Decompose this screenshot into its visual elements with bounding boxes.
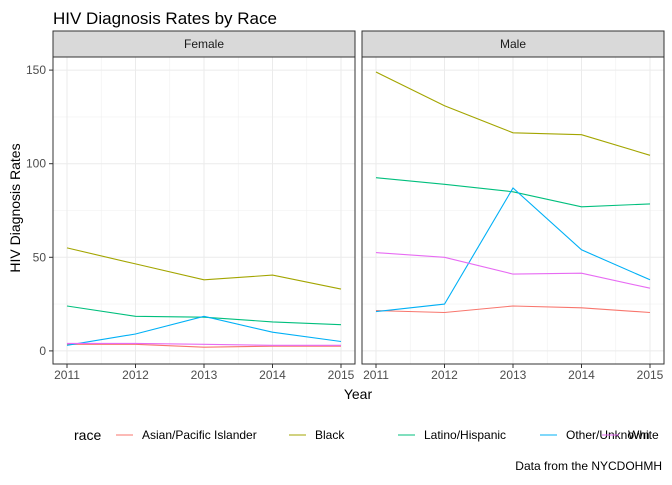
chart-title: HIV Diagnosis Rates by Race: [53, 9, 277, 28]
y-tick-label: 0: [39, 344, 46, 358]
facet-strip: [361, 30, 665, 58]
series-line-black: [66, 247, 342, 290]
facet-strip: [52, 30, 356, 58]
legend-title: race: [74, 427, 101, 443]
series-line-asian-pacific-islander: [375, 305, 651, 314]
panel-female: Female 2011 2012 2013 2014 2015 0 50 100 150: [26, 30, 356, 382]
legend-item: Asian/Pacific Islander: [116, 428, 257, 442]
caption: Data from the NYCDOHMH: [515, 459, 662, 473]
legend-label: Asian/Pacific Islander: [142, 428, 257, 442]
x-tick-label: 2013: [500, 368, 527, 382]
series-line-black: [375, 71, 651, 156]
facet-label: Female: [184, 37, 224, 51]
x-tick-label: 2012: [122, 368, 149, 382]
y-tick-label: 50: [33, 250, 47, 264]
x-tick-label: 2015: [637, 368, 664, 382]
legend-item: Black: [289, 428, 345, 442]
x-tick-label: 2015: [328, 368, 355, 382]
series-line-other-unknown: [66, 315, 342, 346]
x-tick-label: 2014: [568, 368, 595, 382]
facet-label: Male: [500, 37, 526, 51]
legend-label: White: [628, 428, 659, 442]
y-tick-label: 150: [26, 63, 46, 77]
series-line-white: [375, 252, 651, 289]
series-line-latino-hispanic: [375, 177, 651, 208]
series-line-white: [67, 342, 341, 346]
x-axis-title: Year: [344, 386, 373, 402]
x-tick-label: 2011: [54, 368, 80, 382]
x-tick-label: 2012: [431, 368, 458, 382]
x-tick-label: 2014: [259, 368, 286, 382]
legend-label: Latino/Hispanic: [424, 428, 506, 442]
y-tick-label: 100: [26, 157, 46, 171]
legend-item: Latino/Hispanic: [398, 428, 506, 442]
series-line-other-unknown: [375, 187, 651, 313]
y-axis-title: HIV Diagnosis Rates: [7, 143, 23, 272]
legend: race Asian/Pacific Islander Black Latino/H…: [74, 427, 659, 443]
series-line-latino-hispanic: [66, 305, 342, 326]
panel-male: Male 2011 2012 2013 2014 2015: [361, 30, 665, 382]
legend-label: Black: [315, 428, 345, 442]
legend-item: White: [602, 428, 659, 442]
x-tick-label: 2011: [363, 368, 389, 382]
panels: Female 2011 2012 2013 2014 2015 0 50 100 150 Male 2…: [26, 30, 665, 382]
series-line-asian-pacific-islander: [67, 343, 341, 348]
x-tick-label: 2013: [191, 368, 218, 382]
